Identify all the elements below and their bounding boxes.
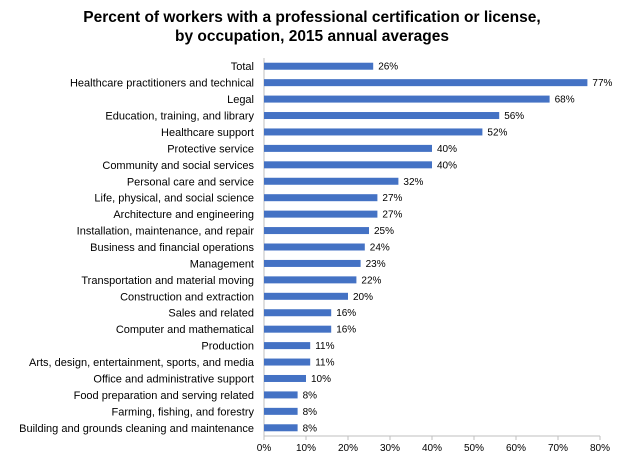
data-label: 52% bbox=[487, 127, 507, 138]
x-tick-label: 50% bbox=[464, 443, 484, 454]
bar bbox=[264, 358, 311, 366]
data-label: 20% bbox=[353, 292, 373, 303]
x-tick-label: 70% bbox=[548, 443, 568, 454]
category-label: Protective service bbox=[167, 143, 254, 155]
data-label: 27% bbox=[382, 210, 402, 221]
x-tick-label: 30% bbox=[380, 443, 400, 454]
bar bbox=[264, 177, 399, 185]
data-label: 10% bbox=[311, 374, 331, 385]
bar bbox=[264, 62, 374, 70]
data-label: 32% bbox=[403, 177, 423, 188]
category-label: Legal bbox=[227, 94, 254, 106]
category-label: Healthcare practitioners and technical bbox=[70, 78, 254, 90]
x-tick-label: 80% bbox=[590, 443, 610, 454]
category-label: Food preparation and serving related bbox=[74, 390, 254, 402]
bar bbox=[264, 128, 483, 136]
bar bbox=[264, 259, 361, 267]
category-label: Computer and mathematical bbox=[116, 324, 254, 336]
data-label: 40% bbox=[437, 160, 457, 171]
category-label: Total bbox=[231, 61, 254, 73]
category-label: Education, training, and library bbox=[105, 111, 254, 123]
bar bbox=[264, 95, 550, 103]
x-tick-label: 0% bbox=[257, 443, 272, 454]
data-label: 8% bbox=[303, 390, 318, 401]
data-label: 16% bbox=[336, 325, 356, 336]
data-label: 11% bbox=[315, 358, 334, 369]
data-label: 16% bbox=[336, 308, 356, 319]
category-label: Life, physical, and social science bbox=[94, 193, 254, 205]
x-tick-label: 10% bbox=[296, 443, 316, 454]
data-label: 56% bbox=[504, 111, 524, 122]
chart-title-line-1: Percent of workers with a professional c… bbox=[83, 9, 541, 26]
bar bbox=[264, 227, 369, 235]
data-label: 8% bbox=[303, 407, 318, 418]
category-label: Arts, design, entertainment, sports, and… bbox=[29, 357, 255, 369]
category-label: Building and grounds cleaning and mainte… bbox=[19, 423, 254, 435]
bar bbox=[264, 194, 378, 202]
chart-title-line-2: by occupation, 2015 annual averages bbox=[175, 28, 449, 45]
category-label: Architecture and engineering bbox=[113, 209, 254, 221]
bar bbox=[264, 292, 348, 300]
bar bbox=[264, 144, 432, 152]
bar bbox=[264, 342, 311, 350]
bar bbox=[264, 374, 306, 382]
bar bbox=[264, 210, 378, 218]
bar bbox=[264, 161, 432, 169]
data-label: 25% bbox=[374, 226, 394, 237]
category-label: Transportation and material moving bbox=[81, 275, 254, 287]
x-tick-label: 20% bbox=[338, 443, 358, 454]
bar bbox=[264, 407, 298, 415]
data-label: 8% bbox=[303, 423, 318, 434]
category-label: Business and financial operations bbox=[90, 242, 254, 254]
data-label: 77% bbox=[592, 78, 612, 89]
data-label: 26% bbox=[378, 62, 398, 73]
bar bbox=[264, 112, 500, 120]
category-label: Office and administrative support bbox=[93, 373, 254, 385]
category-label: Production bbox=[201, 341, 254, 353]
category-label: Community and social services bbox=[102, 160, 254, 172]
category-label: Farming, fishing, and forestry bbox=[112, 406, 255, 418]
category-label: Personal care and service bbox=[127, 176, 254, 188]
chart-title: Percent of workers with a professional c… bbox=[0, 8, 624, 46]
bar bbox=[264, 79, 588, 87]
data-label: 68% bbox=[555, 95, 575, 106]
data-label: 23% bbox=[366, 259, 386, 270]
data-label: 40% bbox=[437, 144, 457, 155]
data-label: 24% bbox=[370, 243, 390, 254]
bar bbox=[264, 424, 298, 432]
data-label: 22% bbox=[361, 275, 381, 286]
data-label: 11% bbox=[315, 341, 334, 352]
category-label: Management bbox=[190, 258, 254, 270]
data-label: 27% bbox=[382, 193, 402, 204]
bar bbox=[264, 243, 365, 251]
x-tick-label: 40% bbox=[422, 443, 442, 454]
x-tick-label: 60% bbox=[506, 443, 526, 454]
bar bbox=[264, 309, 332, 317]
bar bbox=[264, 325, 332, 333]
category-label: Construction and extraction bbox=[120, 291, 254, 303]
category-label: Healthcare support bbox=[161, 127, 254, 139]
bar bbox=[264, 391, 298, 399]
category-label: Installation, maintenance, and repair bbox=[77, 226, 255, 238]
category-label: Sales and related bbox=[168, 308, 254, 320]
bar bbox=[264, 276, 357, 284]
